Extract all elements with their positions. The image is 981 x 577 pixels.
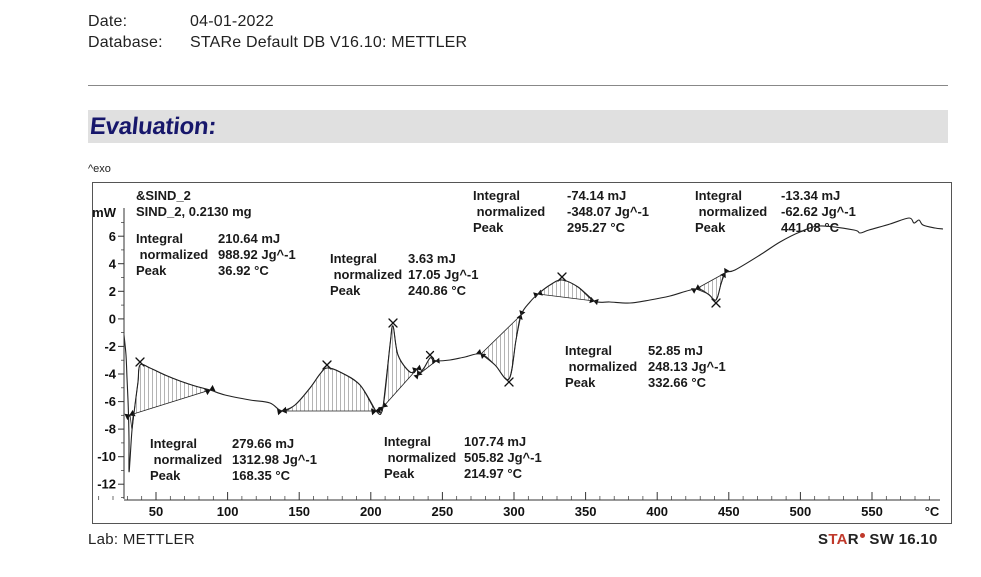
svg-text:0: 0 xyxy=(109,312,116,327)
svg-text:-8: -8 xyxy=(104,422,116,437)
svg-text:50: 50 xyxy=(149,504,163,519)
svg-text:-12: -12 xyxy=(97,477,116,492)
svg-text:450: 450 xyxy=(718,504,740,519)
svg-text:4: 4 xyxy=(109,257,117,272)
svg-text:-4: -4 xyxy=(104,367,116,382)
svg-text:400: 400 xyxy=(646,504,668,519)
svg-text:350: 350 xyxy=(575,504,597,519)
svg-text:°C: °C xyxy=(925,504,940,519)
svg-text:300: 300 xyxy=(503,504,525,519)
svg-text:150: 150 xyxy=(288,504,310,519)
svg-text:100: 100 xyxy=(217,504,239,519)
svg-text:6: 6 xyxy=(109,229,116,244)
svg-text:2: 2 xyxy=(109,284,116,299)
svg-text:-2: -2 xyxy=(104,339,116,354)
svg-text:550: 550 xyxy=(861,504,883,519)
svg-text:-6: -6 xyxy=(104,394,116,409)
svg-text:-10: -10 xyxy=(97,449,116,464)
svg-text:200: 200 xyxy=(360,504,382,519)
svg-text:mW: mW xyxy=(92,205,117,220)
svg-text:250: 250 xyxy=(432,504,454,519)
svg-text:500: 500 xyxy=(790,504,812,519)
